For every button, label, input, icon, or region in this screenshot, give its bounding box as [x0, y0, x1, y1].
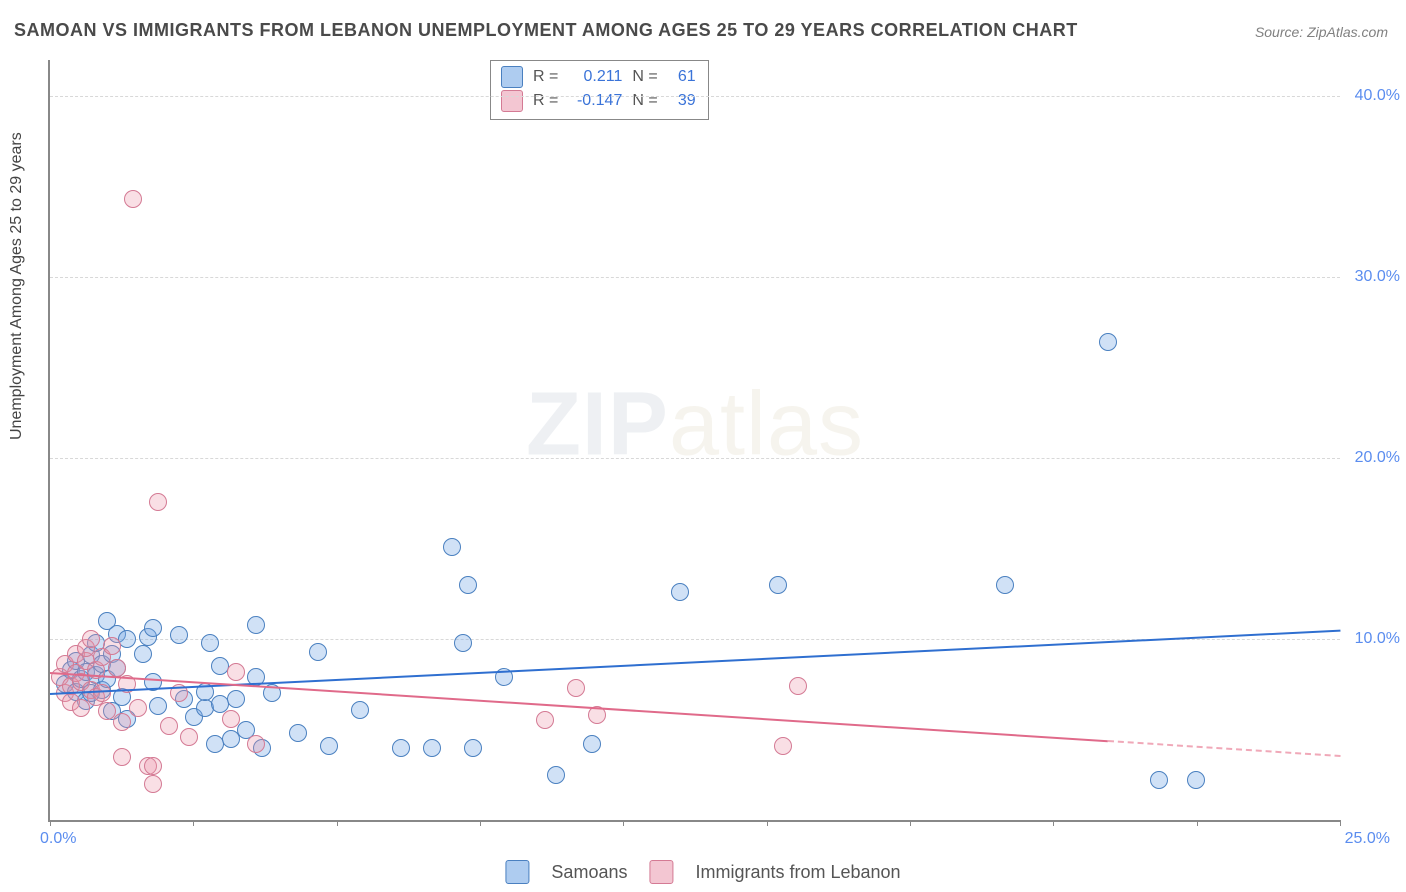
n-value-lebanon: 39: [668, 89, 696, 113]
watermark-atlas: atlas: [669, 374, 864, 474]
scatter-point-samoans: [1150, 771, 1168, 789]
scatter-point-lebanon: [160, 717, 178, 735]
scatter-point-samoans: [996, 576, 1014, 594]
correlation-legend-box: R = 0.211 N = 61 R = -0.147 N = 39: [490, 60, 709, 120]
scatter-point-lebanon: [108, 659, 126, 677]
scatter-point-samoans: [144, 619, 162, 637]
scatter-point-samoans: [289, 724, 307, 742]
scatter-point-lebanon: [227, 663, 245, 681]
legend-label-lebanon: Immigrants from Lebanon: [695, 862, 900, 883]
scatter-point-samoans: [1099, 333, 1117, 351]
y-tick-label: 30.0%: [1355, 268, 1400, 286]
swatch-pink-icon: [501, 90, 523, 112]
scatter-point-lebanon: [567, 679, 585, 697]
scatter-point-samoans: [134, 645, 152, 663]
scatter-point-lebanon: [93, 684, 111, 702]
scatter-point-lebanon: [129, 699, 147, 717]
scatter-point-samoans: [769, 576, 787, 594]
y-tick-label: 20.0%: [1355, 449, 1400, 467]
watermark-zip: ZIP: [526, 374, 669, 474]
legend-label-samoans: Samoans: [551, 862, 627, 883]
scatter-point-lebanon: [149, 493, 167, 511]
x-tick-mark: [193, 820, 194, 826]
scatter-point-samoans: [118, 630, 136, 648]
scatter-point-lebanon: [789, 677, 807, 695]
r-label: R =: [533, 65, 558, 89]
x-tick-mark: [1340, 820, 1341, 826]
scatter-point-samoans: [392, 739, 410, 757]
scatter-point-samoans: [671, 583, 689, 601]
gridline: [50, 96, 1340, 97]
x-tick-max: 25.0%: [1345, 830, 1390, 848]
n-value-samoans: 61: [668, 65, 696, 89]
scatter-point-samoans: [351, 701, 369, 719]
scatter-point-samoans: [247, 616, 265, 634]
scatter-point-lebanon: [180, 728, 198, 746]
scatter-point-samoans: [227, 690, 245, 708]
x-tick-mark: [1197, 820, 1198, 826]
scatter-point-samoans: [464, 739, 482, 757]
trend-line-lebanon-extrapolated: [1108, 740, 1340, 757]
legend-swatch-samoans-icon: [505, 860, 529, 884]
scatter-point-lebanon: [144, 757, 162, 775]
scatter-point-samoans: [583, 735, 601, 753]
scatter-point-lebanon: [113, 748, 131, 766]
x-tick-mark: [337, 820, 338, 826]
scatter-point-samoans: [423, 739, 441, 757]
scatter-plot-area: ZIPatlas R = 0.211 N = 61 R = -0.147 N =…: [48, 60, 1340, 822]
scatter-point-lebanon: [82, 630, 100, 648]
y-tick-label: 10.0%: [1355, 630, 1400, 648]
n-label: N =: [632, 89, 657, 113]
scatter-point-samoans: [454, 634, 472, 652]
chart-title: SAMOAN VS IMMIGRANTS FROM LEBANON UNEMPL…: [14, 20, 1078, 41]
x-tick-mark: [910, 820, 911, 826]
scatter-point-samoans: [170, 626, 188, 644]
legend-swatch-lebanon-icon: [649, 860, 673, 884]
scatter-point-samoans: [443, 538, 461, 556]
correlation-row-lebanon: R = -0.147 N = 39: [501, 89, 696, 113]
scatter-point-lebanon: [124, 190, 142, 208]
series-legend: Samoans Immigrants from Lebanon: [505, 860, 900, 884]
scatter-point-samoans: [459, 576, 477, 594]
x-tick-mark: [623, 820, 624, 826]
r-value-samoans: 0.211: [568, 65, 622, 89]
scatter-point-samoans: [1187, 771, 1205, 789]
scatter-point-samoans: [201, 634, 219, 652]
scatter-point-samoans: [320, 737, 338, 755]
scatter-point-samoans: [309, 643, 327, 661]
y-axis-label: Unemployment Among Ages 25 to 29 years: [8, 132, 26, 440]
scatter-point-lebanon: [113, 713, 131, 731]
correlation-row-samoans: R = 0.211 N = 61: [501, 65, 696, 89]
swatch-blue-icon: [501, 66, 523, 88]
scatter-point-samoans: [149, 697, 167, 715]
scatter-point-lebanon: [103, 637, 121, 655]
x-tick-min: 0.0%: [40, 830, 76, 848]
x-tick-mark: [480, 820, 481, 826]
scatter-point-lebanon: [222, 710, 240, 728]
scatter-point-lebanon: [536, 711, 554, 729]
gridline: [50, 277, 1340, 278]
n-label: N =: [632, 65, 657, 89]
r-value-lebanon: -0.147: [568, 89, 622, 113]
x-tick-mark: [1053, 820, 1054, 826]
scatter-point-lebanon: [774, 737, 792, 755]
x-tick-mark: [767, 820, 768, 826]
scatter-point-lebanon: [247, 735, 265, 753]
x-tick-mark: [50, 820, 51, 826]
watermark: ZIPatlas: [526, 373, 864, 476]
scatter-point-lebanon: [144, 775, 162, 793]
source-attribution: Source: ZipAtlas.com: [1255, 24, 1388, 40]
y-tick-label: 40.0%: [1355, 87, 1400, 105]
scatter-point-samoans: [547, 766, 565, 784]
r-label: R =: [533, 89, 558, 113]
scatter-point-lebanon: [72, 699, 90, 717]
gridline: [50, 458, 1340, 459]
